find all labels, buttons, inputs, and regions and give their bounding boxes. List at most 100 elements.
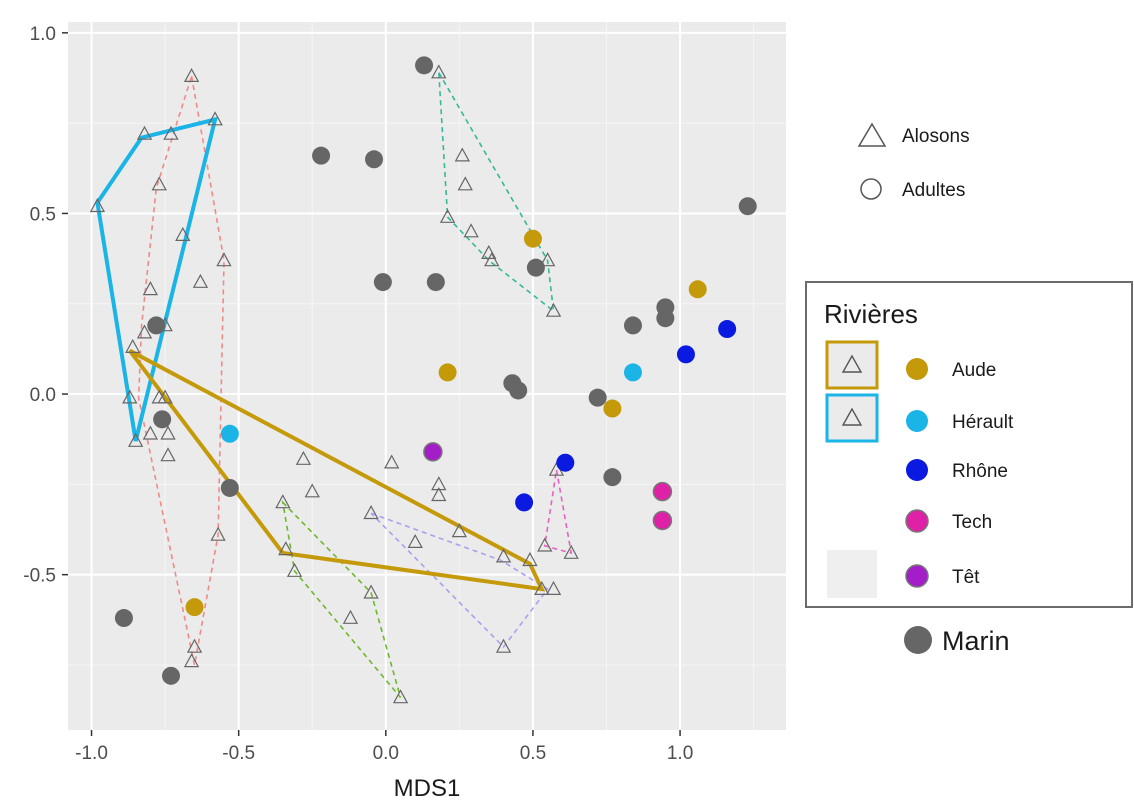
adult-point-marin bbox=[147, 316, 166, 335]
adult-point-tech bbox=[652, 510, 673, 531]
adult-point-marin bbox=[738, 197, 757, 216]
juvenile-point bbox=[163, 125, 179, 140]
y-tick-label: -0.5 bbox=[23, 566, 56, 587]
juvenile-point bbox=[454, 147, 471, 162]
adult-point-marin bbox=[415, 56, 434, 75]
adult-point-aude bbox=[185, 598, 204, 617]
adult-point-tet bbox=[423, 442, 443, 462]
y-tick-label: 1.0 bbox=[30, 24, 56, 45]
adult-point-rhone bbox=[718, 320, 737, 339]
legend-herault-circle bbox=[906, 410, 928, 432]
juvenile-point bbox=[125, 338, 141, 353]
juvenile-point bbox=[142, 281, 159, 296]
adult-point-aude bbox=[438, 363, 457, 382]
legend-label-adultes: Adultes bbox=[902, 180, 965, 201]
legend-marin-circle bbox=[904, 626, 932, 654]
x-axis-title: MDS1 bbox=[394, 775, 461, 800]
juvenile-point bbox=[207, 111, 223, 126]
adult-point-rhone bbox=[556, 453, 575, 472]
juvenile-point bbox=[537, 537, 553, 552]
juvenile-point bbox=[160, 447, 176, 462]
juvenile-hull bbox=[370, 512, 549, 649]
adult-point-marin bbox=[161, 666, 180, 685]
adult-point-marin bbox=[426, 273, 445, 292]
juvenile-point bbox=[175, 226, 191, 241]
juvenile-point bbox=[210, 526, 226, 541]
adult-point-marin bbox=[656, 309, 675, 328]
legend-label-aude: Aude bbox=[952, 360, 996, 381]
juvenile-point bbox=[363, 505, 379, 520]
juvenile-point bbox=[392, 689, 409, 704]
y-axis: -0.5 0.0 0.5 1.0 bbox=[23, 24, 68, 587]
juvenile-point bbox=[142, 425, 159, 440]
juvenile-point bbox=[457, 176, 473, 191]
legend-herault-triangle-icon bbox=[841, 407, 863, 426]
juvenile-point bbox=[216, 252, 232, 267]
x-tick-label: 0.0 bbox=[373, 743, 399, 764]
juvenile-point bbox=[545, 580, 562, 596]
juvenile-point bbox=[539, 252, 556, 267]
juvenile-point bbox=[183, 653, 200, 668]
rivieres-legend: Rivières Aude Hérault Rhône Tech Têt bbox=[805, 281, 1133, 608]
juvenile-point bbox=[122, 389, 138, 404]
juvenile-point bbox=[295, 450, 312, 465]
juvenile-point bbox=[278, 541, 294, 556]
juvenile-point bbox=[186, 638, 203, 653]
juvenile-point bbox=[563, 544, 579, 559]
legend-herault-hull-key bbox=[825, 393, 879, 443]
juvenile-points bbox=[89, 64, 579, 704]
adult-point-aude bbox=[603, 399, 622, 418]
juvenile-hull bbox=[137, 75, 225, 666]
juvenile-point bbox=[160, 425, 176, 440]
adult-point-tech bbox=[652, 481, 673, 502]
legend-aude-circle bbox=[906, 358, 928, 380]
x-tick-label: -0.5 bbox=[222, 743, 255, 764]
juvenile-point bbox=[495, 548, 512, 563]
juvenile-point bbox=[484, 252, 500, 267]
juvenile-point bbox=[431, 486, 447, 502]
juvenile-point bbox=[383, 454, 400, 469]
adult-point-herault bbox=[220, 424, 239, 443]
juvenile-point bbox=[431, 476, 447, 491]
shape-legend: Alosons Adultes bbox=[857, 122, 970, 201]
juvenile-point bbox=[151, 176, 167, 191]
adult-point-marin bbox=[153, 410, 172, 429]
juvenile-point bbox=[286, 562, 303, 577]
legend-aude-triangle-icon bbox=[841, 354, 863, 373]
juvenile-point bbox=[431, 64, 447, 79]
legend-label-tet: Têt bbox=[952, 567, 980, 588]
legend-rhone-circle bbox=[906, 459, 928, 481]
juvenile-point bbox=[407, 533, 423, 549]
adult-point-marin bbox=[220, 478, 239, 497]
juvenile-point bbox=[534, 580, 550, 596]
y-tick-label: 0.0 bbox=[30, 385, 56, 406]
adult-point-marin bbox=[588, 388, 607, 407]
juvenile-point bbox=[363, 584, 379, 599]
juvenile-point bbox=[136, 324, 153, 339]
legend-triangle-icon bbox=[857, 122, 887, 147]
juvenile-hull bbox=[438, 72, 555, 313]
juvenile-point bbox=[183, 67, 200, 83]
adult-point-aude bbox=[688, 280, 707, 299]
legend-tet-circle bbox=[905, 564, 929, 588]
x-tick-label: 0.5 bbox=[520, 743, 546, 764]
marin-legend: Marin bbox=[904, 626, 1010, 656]
adult-points bbox=[114, 56, 757, 685]
juvenile-point bbox=[439, 208, 456, 223]
adult-point-marin bbox=[623, 316, 642, 335]
juvenile-point bbox=[304, 483, 320, 498]
adult-point-marin bbox=[603, 468, 622, 487]
legend-label-marin: Marin bbox=[942, 626, 1010, 656]
juvenile-point bbox=[522, 551, 538, 567]
adult-point-rhone bbox=[676, 345, 695, 364]
adult-point-aude bbox=[523, 229, 542, 248]
adult-point-marin bbox=[373, 273, 392, 292]
juvenile-point bbox=[342, 609, 359, 624]
legend-tech-circle bbox=[905, 509, 929, 533]
legend-label-alosons: Alosons bbox=[902, 126, 970, 147]
legend-label-rhone: Rhône bbox=[952, 461, 1008, 482]
juvenile-point bbox=[451, 523, 468, 538]
x-tick-label: 1.0 bbox=[667, 743, 693, 764]
adult-point-marin bbox=[114, 609, 133, 628]
legend-tet-key bbox=[827, 550, 877, 598]
